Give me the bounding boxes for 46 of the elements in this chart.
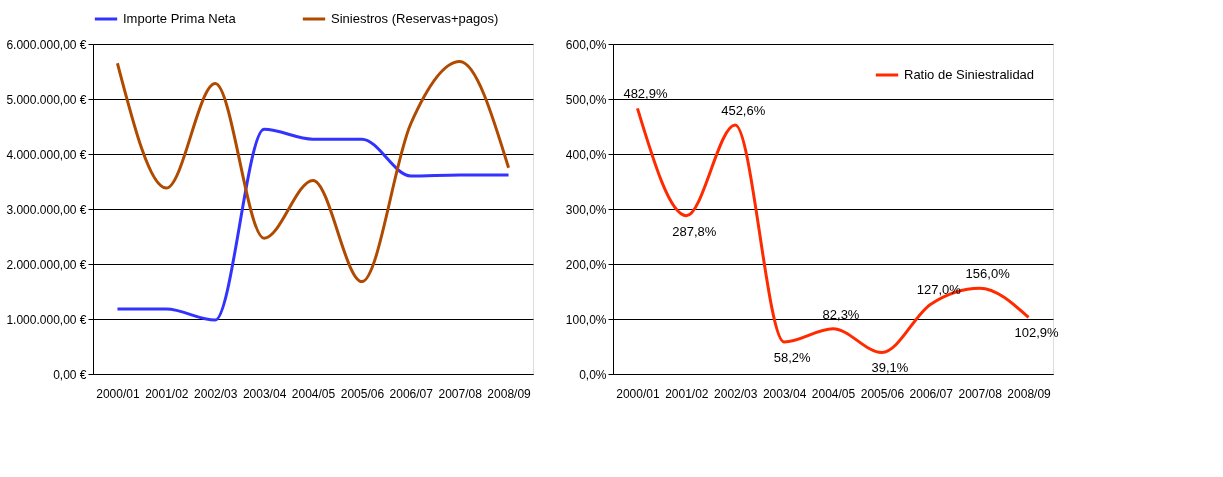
x-tick-label: 2008/09 [487,386,532,401]
x-tick-label: 2004/05 [291,386,336,401]
y-tick-label: 100,0% [565,312,607,327]
x-tick-label: 2002/03 [714,386,758,401]
legend-label: Ratio de Siniestralidad [904,67,1035,82]
data-label: 82,3% [822,306,860,322]
x-tick-label: 2006/07 [389,386,434,401]
x-tick-label: 2001/02 [665,386,709,401]
data-label: 102,9% [1014,325,1060,341]
y-tick-label: 600,0% [565,37,607,52]
x-tick-label: 2003/04 [242,386,287,401]
legend-label: Importe Prima Neta [123,11,237,26]
data-label: 58,2% [773,349,811,365]
x-tick-label: 2006/07 [909,386,954,401]
y-tick-label: 300,0% [565,202,607,217]
x-tick-label: 2005/06 [340,386,385,401]
x-tick-label: 2007/08 [438,386,483,401]
x-tick-label: 2008/09 [1007,386,1052,401]
y-tick-label: 200,0% [565,257,607,272]
y-tick-label: 6.000.000,00 € [6,37,87,52]
y-tick-label: 4.000.000,00 € [6,147,87,162]
y-tick-label: 2.000.000,00 € [6,257,87,272]
legend-label: Siniestros (Reservas+pagos) [331,11,499,26]
y-tick-label: 400,0% [565,147,607,162]
y-tick-label: 500,0% [565,92,607,107]
x-tick-label: 2001/02 [145,386,189,401]
x-tick-label: 2005/06 [860,386,905,401]
y-tick-label: 5.000.000,00 € [6,92,87,107]
line-series [115,60,511,284]
data-label: 127,0% [916,282,962,298]
data-label: 452,6% [721,103,766,119]
x-tick-label: 2007/08 [958,386,1003,401]
data-label: 287,8% [672,223,717,239]
data-label: 39,1% [871,360,909,376]
x-tick-label: 2000/01 [96,386,140,401]
data-label: 482,9% [623,86,668,102]
x-tick-label: 2000/01 [616,386,660,401]
data-label: 156,0% [965,266,1011,282]
y-tick-label: 0,0% [579,367,607,382]
y-tick-label: 3.000.000,00 € [6,202,87,217]
x-tick-label: 2003/04 [762,386,807,401]
y-tick-label: 0,00 € [53,367,87,382]
line-series [115,127,511,322]
y-tick-label: 1.000.000,00 € [6,312,87,327]
x-tick-label: 2002/03 [194,386,238,401]
x-tick-label: 2004/05 [811,386,856,401]
